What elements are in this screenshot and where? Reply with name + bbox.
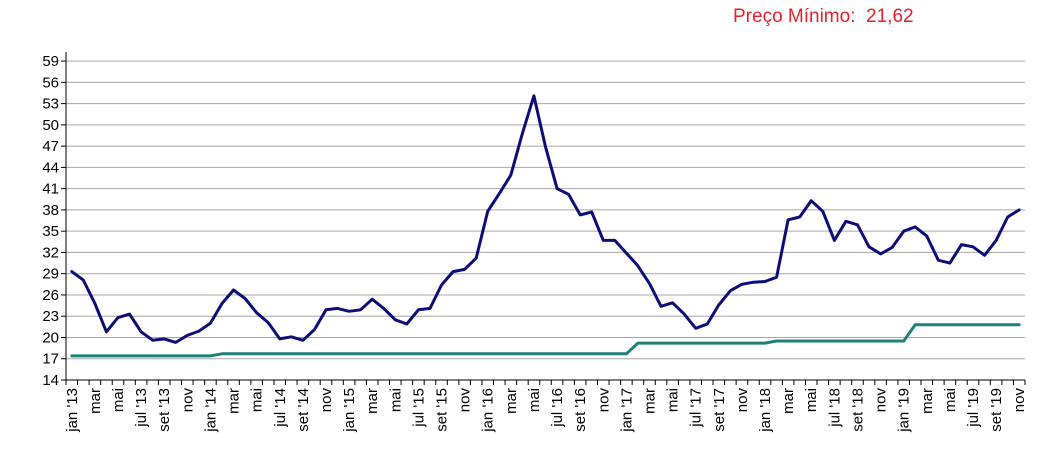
x-tick-label: mar [641, 388, 658, 414]
x-axis: jan '13 mar mai jul '13 set '13 nov jan '14 mar… [64, 379, 1028, 433]
x-tick-label: set '19 [988, 388, 1005, 432]
minimum-price-series-line [70, 323, 1021, 358]
x-tick-label: set '16 [572, 388, 589, 432]
x-tick-label: mai [249, 388, 266, 412]
y-tick-label: 17 [42, 351, 59, 368]
x-tick-label: jul '14 [272, 388, 289, 428]
y-tick-label: 38 [42, 202, 59, 219]
x-tick-label: jul '13 [133, 388, 150, 428]
x-tick-label: mai [665, 388, 682, 412]
x-tick-label: jul '16 [549, 388, 566, 428]
x-tick-label: jul '18 [826, 388, 843, 428]
x-tick-label: nov [318, 388, 335, 413]
y-tick-label: 32 [42, 244, 59, 261]
x-tick-label: jan '14 [202, 388, 219, 433]
y-tick-label: 53 [42, 96, 59, 113]
x-tick-label: set '17 [711, 388, 728, 432]
x-tick-label: jul '15 [410, 388, 427, 428]
y-tick-label: 20 [42, 329, 59, 346]
x-tick-label: set '14 [295, 388, 312, 432]
x-tick-label: nov [1011, 388, 1028, 413]
x-tick-label: mai [803, 388, 820, 412]
x-tick-label: mar [919, 388, 936, 414]
x-tick-label: nov [873, 388, 890, 413]
x-tick-label: set '18 [849, 388, 866, 432]
minimum-price-annotation: Preço Mínimo: 21,62 [733, 6, 914, 28]
y-tick-label: 59 [42, 53, 59, 70]
x-tick-label: mai [526, 388, 543, 412]
x-tick-label: jan '15 [341, 388, 358, 433]
x-tick-label: mai [942, 388, 959, 412]
y-tick-label: 26 [42, 287, 59, 304]
x-tick-label: jul '17 [688, 388, 705, 428]
gridlines [66, 60, 1025, 360]
y-tick-label: 44 [42, 159, 59, 176]
x-tick-label: mar [87, 388, 104, 414]
x-tick-label: jan '13 [64, 388, 81, 433]
y-tick-label: 29 [42, 266, 59, 283]
series-group [70, 94, 1021, 358]
y-tick-label: 35 [42, 223, 59, 240]
y-tick-label: 23 [42, 308, 59, 325]
x-tick-label: set '13 [156, 388, 173, 432]
x-tick-label: jan '18 [757, 388, 774, 433]
x-tick-label: nov [179, 388, 196, 413]
x-tick-label: mar [226, 388, 243, 414]
x-tick-label: jan '17 [618, 388, 635, 433]
x-tick-label: nov [595, 388, 612, 413]
x-tick-label: jan '19 [896, 388, 913, 433]
price-series-line [70, 94, 1021, 344]
y-tick-label: 47 [42, 138, 59, 155]
x-tick-label: set '15 [434, 388, 451, 432]
minimum-price-value: 21,62 [866, 6, 914, 27]
x-tick-label: mai [387, 388, 404, 412]
minimum-price-label: Preço Mínimo: [733, 6, 856, 27]
x-tick-label: jul '19 [965, 388, 982, 428]
x-tick-label: mai [110, 388, 127, 412]
y-axis: 14 17 20 23 26 29 32 35 38 41 44 47 50 53 56 59 [42, 52, 67, 389]
x-tick-label: nov [457, 388, 474, 413]
x-tick-label: nov [734, 388, 751, 413]
y-tick-label: 56 [42, 74, 59, 91]
x-tick-label: mar [780, 388, 797, 414]
x-tick-label: mar [503, 388, 520, 414]
x-tick-label: mar [364, 388, 381, 414]
x-tick-label: jan '16 [480, 388, 497, 433]
y-tick-label: 50 [42, 117, 59, 134]
y-tick-label: 14 [42, 372, 59, 389]
y-tick-label: 41 [42, 181, 59, 198]
